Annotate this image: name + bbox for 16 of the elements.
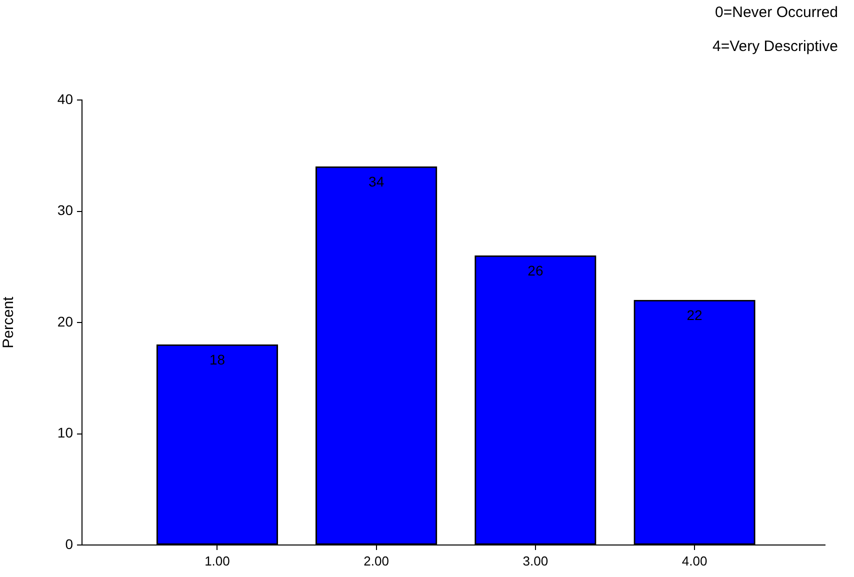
y-tick-label: 0 [65,536,74,552]
text: 4=Very Descriptive [712,37,838,57]
data-label: 18 [209,352,226,368]
y-tick-label: 40 [57,90,74,107]
data-label: 22 [686,307,703,324]
y-tick-label: 20 [57,313,74,330]
x-tick-label: 3.00 [522,553,548,568]
y-tick-label: 30 [57,202,74,218]
text: 0=Never Occurred [715,3,838,23]
x-tick-label: 4.00 [682,553,708,568]
x-tick-label: 2.00 [364,553,389,568]
data-label: 34 [368,174,384,190]
x-tick-label: 1.00 [204,553,230,568]
data-label: 26 [528,262,544,279]
y-axis-title: Percent [0,296,18,348]
y-tick-label: 10 [57,424,74,441]
